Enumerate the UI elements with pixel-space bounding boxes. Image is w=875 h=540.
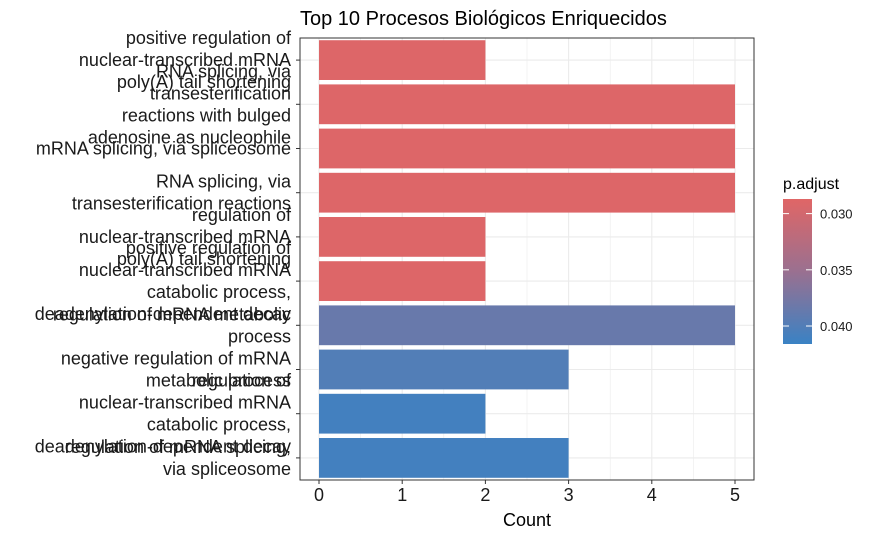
category-label: RNA splicing, via transesterification reac… bbox=[88, 61, 292, 147]
x-tick-label: 5 bbox=[730, 485, 740, 505]
x-axis-title: Count bbox=[503, 510, 551, 530]
legend: p.adjust 0.030 0.035 0.040 bbox=[783, 176, 853, 344]
bar bbox=[319, 261, 486, 301]
category-labels: positive regulation of nuclear-transcribe… bbox=[35, 28, 300, 479]
category-label: positive regulation of nuclear-transcribe… bbox=[35, 238, 292, 324]
bar bbox=[319, 172, 735, 213]
bar bbox=[319, 128, 735, 169]
bars bbox=[319, 40, 735, 478]
category-label: RNA splicing, via transesterification rea… bbox=[72, 172, 292, 214]
bar bbox=[319, 217, 486, 257]
category-label: negative regulation of mRNA metabolic pro… bbox=[61, 349, 291, 391]
x-axis-ticks: 0 1 2 3 4 5 bbox=[314, 480, 740, 505]
category-label: regulation of mRNA metabolic process bbox=[53, 304, 291, 346]
x-tick-label: 3 bbox=[564, 485, 574, 505]
x-tick-label: 0 bbox=[314, 485, 324, 505]
bar bbox=[319, 40, 486, 80]
chart-title: Top 10 Procesos Biológicos Enriquecidos bbox=[300, 8, 667, 30]
category-label: mRNA splicing, via spliceosome bbox=[36, 139, 291, 159]
legend-title: p.adjust bbox=[783, 176, 840, 193]
plot-border bbox=[299, 37, 755, 481]
bar bbox=[319, 84, 735, 125]
legend-ticks: 0.030 0.035 0.040 bbox=[783, 207, 853, 334]
legend-tick-label: 0.035 bbox=[820, 263, 853, 278]
category-label: regulation of nuclear-transcribed mRNA cat… bbox=[35, 371, 292, 457]
category-label: regulation of nuclear-transcribed mRNA pol… bbox=[79, 205, 292, 269]
bar bbox=[319, 349, 569, 390]
bar bbox=[319, 305, 735, 346]
category-label: positive regulation of nuclear-transcribe… bbox=[79, 28, 292, 92]
bar bbox=[319, 438, 569, 478]
legend-tick-label: 0.040 bbox=[820, 319, 853, 334]
category-label: regulation of mRNA splicing, via spliceos… bbox=[65, 437, 291, 479]
x-tick-label: 4 bbox=[647, 485, 657, 505]
legend-tick-label: 0.030 bbox=[820, 207, 853, 222]
x-tick-label: 1 bbox=[397, 485, 407, 505]
x-tick-label: 2 bbox=[480, 485, 490, 505]
legend-colorbar bbox=[783, 199, 812, 344]
bar bbox=[319, 393, 486, 434]
